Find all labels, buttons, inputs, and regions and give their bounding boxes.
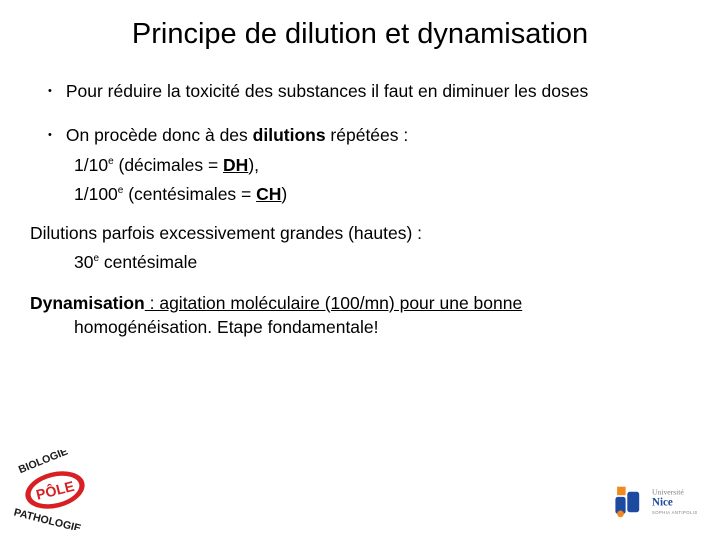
bullet-marker: • <box>48 123 52 147</box>
dyn-rest1: : agitation moléculaire (100/mn) pour un… <box>145 293 522 313</box>
para-hautes-sub: 30e centésimale <box>30 252 690 273</box>
sub2-open: (centésimales = <box>123 184 256 204</box>
bullet-marker: • <box>48 79 52 103</box>
sub-line-dh: 1/10e (décimales = DH), <box>30 155 690 176</box>
svg-text:SOPHIA ANTIPOLIS: SOPHIA ANTIPOLIS <box>652 510 698 515</box>
bullet-2-rest: répétées : <box>326 125 409 145</box>
sub2-abbr: CH <box>256 184 281 204</box>
bullet-2-text: On procède donc à des dilutions répétées… <box>66 123 408 147</box>
sub2-close: ) <box>281 184 287 204</box>
svg-text:Université: Université <box>652 487 684 496</box>
svg-text:Nice: Nice <box>652 496 673 508</box>
para-hautes: Dilutions parfois excessivement grandes … <box>30 223 690 244</box>
sub1-close: ), <box>248 155 259 175</box>
bullet-2: • On procède donc à des dilutions répété… <box>30 123 690 147</box>
dynamisation-para: Dynamisation : agitation moléculaire (10… <box>30 291 690 339</box>
sub1-prefix: 1/10 <box>74 155 108 175</box>
p1s-prefix: 30 <box>74 252 93 272</box>
sub1-abbr: DH <box>223 155 248 175</box>
universite-nice-sophia-antipolis: Université Nice SOPHIA ANTIPOLIS <box>612 480 708 524</box>
sub1-open: (décimales = <box>114 155 223 175</box>
sub2-prefix: 1/100 <box>74 184 118 204</box>
bullet-2-pre: On procède donc à des <box>66 125 253 145</box>
bullet-1-text: Pour réduire la toxicité des substances … <box>66 79 588 103</box>
slide-container: Principe de dilution et dynamisation • P… <box>0 0 720 540</box>
bullet-2-bold: dilutions <box>253 125 326 145</box>
p1s-rest: centésimale <box>99 252 197 272</box>
biologie-pathologie-pole-stamp: BIOLOGIE PATHOLOGIE PÔLE <box>10 450 100 530</box>
bullet-1: • Pour réduire la toxicité des substance… <box>30 79 690 103</box>
sub-line-ch: 1/100e (centésimales = CH) <box>30 184 690 205</box>
slide-title: Principe de dilution et dynamisation <box>30 18 690 51</box>
dyn-rest2: homogénéisation. Etape fondamentale! <box>30 315 680 339</box>
dyn-label: Dynamisation <box>30 293 145 313</box>
svg-text:PATHOLOGIE: PATHOLOGIE <box>12 507 82 530</box>
